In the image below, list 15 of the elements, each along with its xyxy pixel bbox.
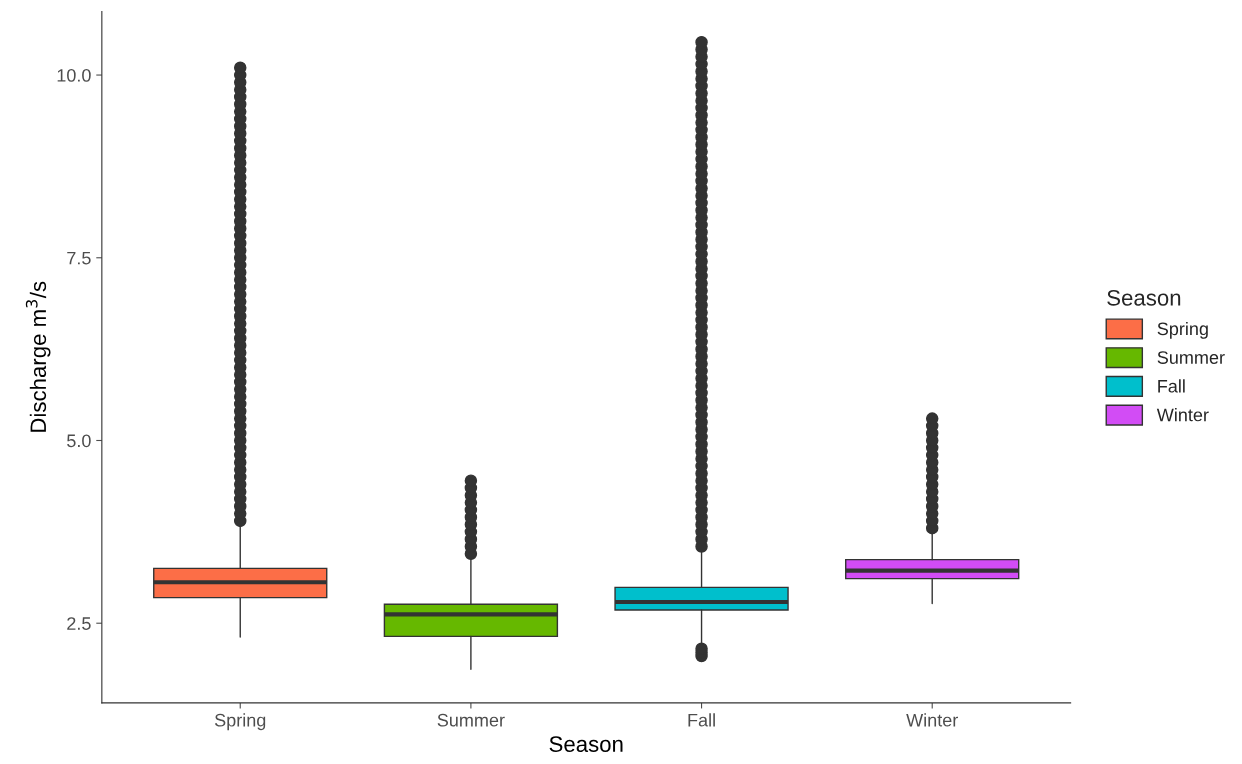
- legend-title: Season: [1107, 289, 1181, 306]
- legend-label: Spring: [1157, 321, 1208, 339]
- x-tick-label: Winter: [906, 713, 958, 727]
- legend-label: Fall: [1158, 379, 1185, 393]
- legend-label: Summer: [1157, 351, 1225, 364]
- y-tick-label: 5.0: [67, 434, 91, 448]
- legend-label: Winter: [1156, 408, 1209, 422]
- y-tick-label: 2.5: [67, 617, 91, 630]
- x-tick-label: Spring: [214, 713, 266, 731]
- x-axis-title: Season: [549, 736, 623, 753]
- x-tick-label: Fall: [688, 713, 715, 727]
- y-tick-label: 10.0: [57, 68, 91, 82]
- x-tick-label: Summer: [437, 713, 505, 727]
- y-tick-label: 7.5: [67, 251, 91, 265]
- y-axis-title: Discharge m$^{3}$/s: [25, 281, 51, 432]
